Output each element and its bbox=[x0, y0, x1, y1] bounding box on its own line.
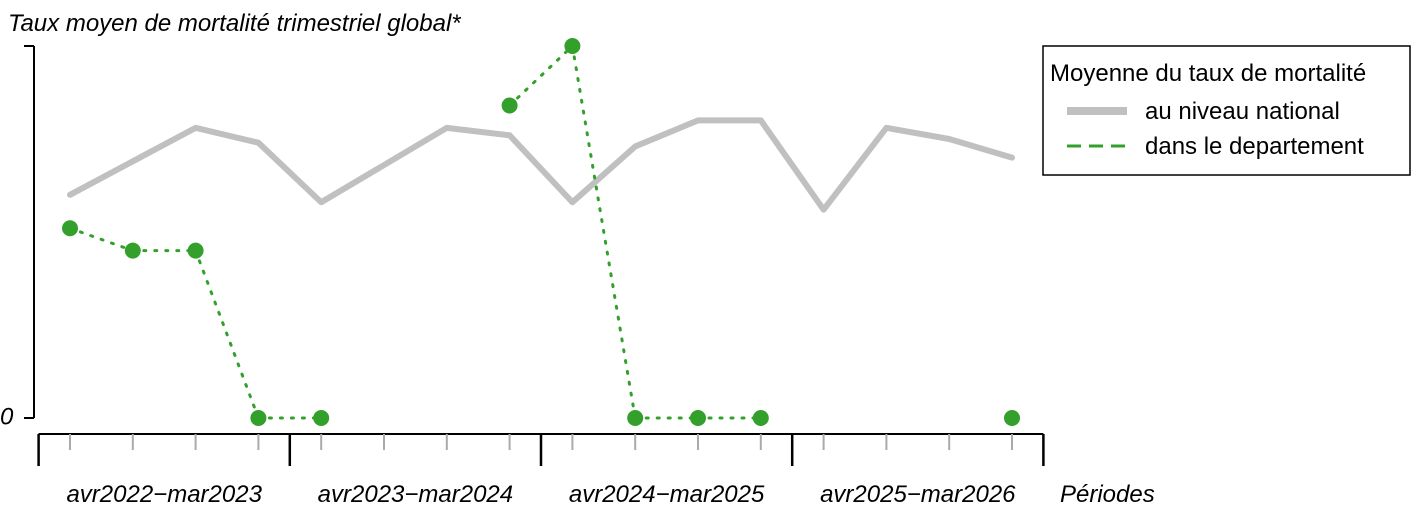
national-series-line bbox=[67, 117, 1015, 213]
x-tick-label-period: avr2024−mar2025 bbox=[569, 481, 765, 506]
x-axis-label: Périodes bbox=[1060, 481, 1155, 506]
departement-point bbox=[124, 242, 141, 259]
departement-point bbox=[752, 410, 769, 426]
departement-point bbox=[1004, 410, 1020, 426]
departement-point bbox=[690, 410, 706, 426]
x-tick-label-period: avr2023−mar2024 bbox=[318, 481, 513, 506]
chart-title: Taux moyen de mortalité trimestriel glob… bbox=[8, 10, 461, 37]
legend-departement-label: dans le departement bbox=[1145, 133, 1364, 160]
departement-point bbox=[564, 38, 581, 54]
departement-point bbox=[501, 97, 518, 114]
departement-point bbox=[187, 242, 204, 259]
series-departement bbox=[62, 38, 1020, 426]
departement-series-segment bbox=[194, 249, 260, 420]
departement-point bbox=[62, 220, 78, 237]
departement-point bbox=[250, 410, 267, 426]
departement-series-segment bbox=[508, 44, 574, 108]
x-tick-label-period: avr2022−mar2023 bbox=[66, 481, 262, 506]
departement-series-segment bbox=[68, 226, 135, 253]
legend: Moyenne du taux de mortalité au niveau n… bbox=[1042, 45, 1411, 176]
departement-series-segment bbox=[570, 44, 637, 420]
legend-national-label: au niveau national bbox=[1145, 98, 1340, 125]
x-axis: avr2022−mar2023 avr2023−mar2024 avr2024−ma… bbox=[37, 433, 1045, 506]
x-tick-label-period: avr2025−mar2026 bbox=[820, 481, 1016, 506]
y-tick-label-zero: 0 bbox=[0, 403, 14, 430]
departement-point bbox=[627, 410, 644, 426]
legend-title: Moyenne du taux de mortalité bbox=[1050, 60, 1366, 87]
series-national bbox=[67, 117, 1015, 213]
departement-point bbox=[313, 410, 330, 426]
